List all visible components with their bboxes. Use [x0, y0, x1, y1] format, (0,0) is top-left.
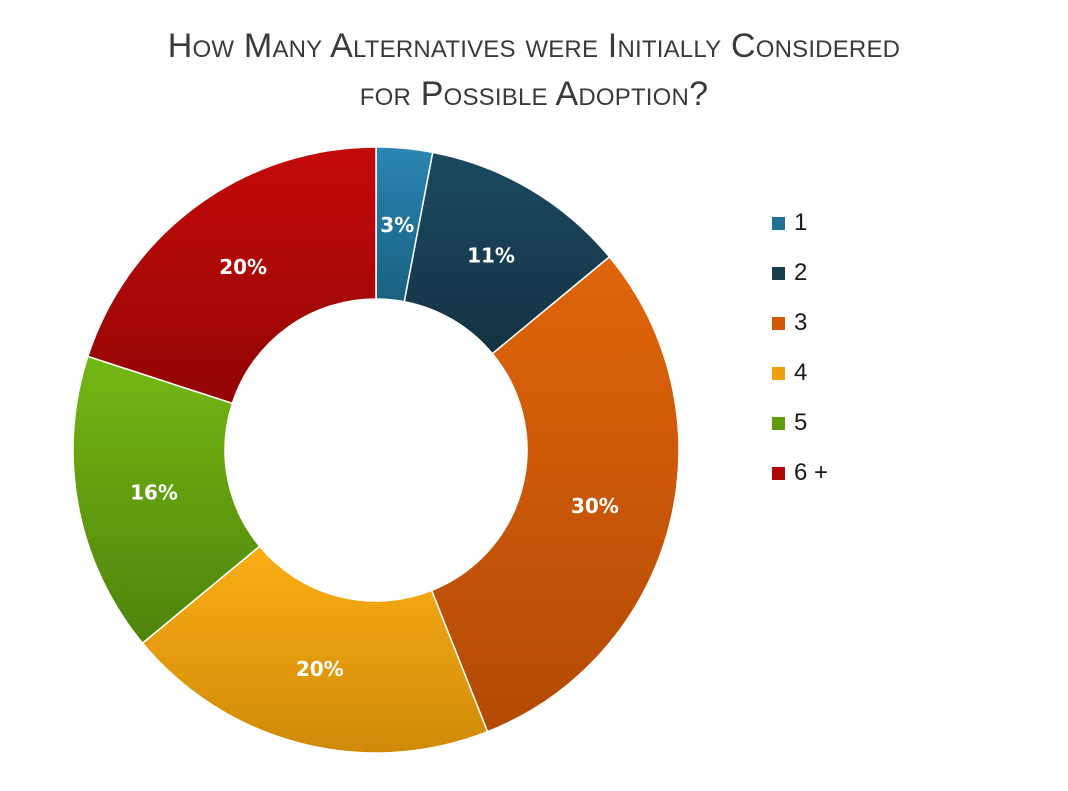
- donut-value-label: 30%: [571, 494, 619, 518]
- legend-swatch: [772, 267, 785, 280]
- donut-value-label: 20%: [296, 657, 344, 681]
- donut-value-label: 20%: [219, 255, 267, 279]
- legend-swatch: [772, 417, 785, 430]
- legend-swatch: [772, 217, 785, 230]
- legend-item: 2: [772, 248, 828, 298]
- legend-item: 6 +: [772, 448, 828, 498]
- legend-swatch: [772, 467, 785, 480]
- donut-value-label: 16%: [130, 480, 178, 504]
- legend-item: 3: [772, 298, 828, 348]
- legend-item: 4: [772, 348, 828, 398]
- legend-label: 2: [794, 259, 807, 287]
- legend-item: 1: [772, 198, 828, 248]
- chart-legend: 1 2 3 4 5 6 +: [772, 198, 828, 498]
- donut-value-label: 11%: [467, 243, 515, 267]
- legend-label: 6 +: [794, 459, 828, 487]
- legend-swatch: [772, 317, 785, 330]
- legend-swatch: [772, 367, 785, 380]
- donut-slices: [73, 147, 679, 753]
- legend-label: 5: [794, 409, 807, 437]
- legend-label: 4: [794, 359, 807, 387]
- donut-value-label: 3%: [380, 213, 414, 237]
- legend-label: 3: [794, 309, 807, 337]
- legend-label: 1: [794, 209, 807, 237]
- legend-item: 5: [772, 398, 828, 448]
